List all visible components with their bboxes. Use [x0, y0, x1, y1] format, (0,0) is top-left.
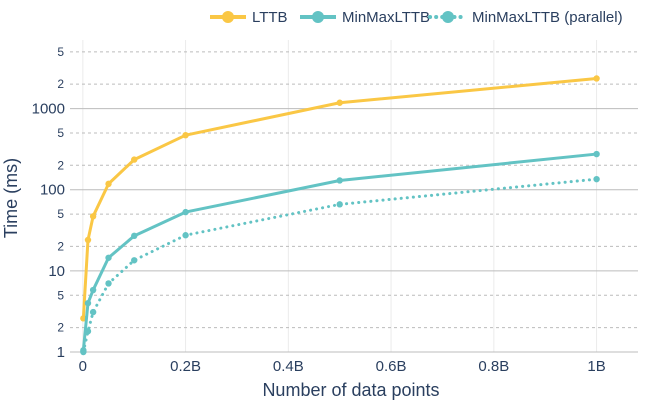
x-tick-label: 1B: [587, 358, 605, 375]
legend-swatch-marker: [222, 11, 234, 23]
grid-layer: [70, 40, 638, 353]
data-point[interactable]: [182, 208, 189, 216]
legend-item[interactable]: MinMaxLTTB: [300, 9, 430, 26]
legend-item[interactable]: LTTB: [210, 9, 288, 26]
y-major-tick-label: 10: [48, 263, 65, 280]
data-point[interactable]: [336, 201, 343, 208]
series-2: [80, 175, 600, 356]
y-axis-title: Time (ms): [1, 158, 21, 238]
data-point[interactable]: [105, 180, 112, 188]
series-line: [81, 177, 599, 354]
data-point[interactable]: [593, 150, 600, 158]
axis-layer: 0 0.2B 0.4B 0.6B 0.8B 1B 1 10 100 1000 2 5 2 5 2 5 2 5: [32, 45, 606, 375]
y-minor-tick-label: 2: [57, 77, 64, 91]
data-point[interactable]: [182, 232, 189, 239]
data-point[interactable]: [131, 156, 138, 163]
data-point[interactable]: [105, 280, 112, 287]
data-point[interactable]: [593, 75, 600, 82]
data-point[interactable]: [89, 213, 97, 220]
legend-label: MinMaxLTTB: [342, 9, 430, 26]
data-point[interactable]: [336, 99, 343, 106]
data-point[interactable]: [105, 254, 112, 261]
y-major-tick-label: 1000: [32, 101, 65, 118]
data-point[interactable]: [84, 299, 92, 307]
data-point[interactable]: [80, 348, 87, 356]
legend-item[interactable]: MinMaxLTTB (parallel): [428, 9, 623, 26]
y-minor-tick-label: 2: [57, 321, 64, 335]
x-tick-label: 0.4B: [273, 358, 304, 375]
legend-swatch-marker: [442, 11, 454, 23]
y-minor-tick-label: 5: [57, 207, 64, 221]
data-point[interactable]: [131, 232, 138, 240]
data-point[interactable]: [593, 175, 600, 183]
y-major-tick-label: 100: [40, 182, 65, 199]
y-minor-tick-label: 2: [57, 158, 64, 172]
x-tick-label: 0: [79, 358, 87, 375]
data-point[interactable]: [89, 308, 97, 316]
y-minor-tick-label: 5: [57, 45, 64, 59]
data-point[interactable]: [89, 286, 97, 294]
data-point[interactable]: [182, 131, 189, 139]
data-point[interactable]: [131, 257, 138, 264]
series-1: [80, 150, 600, 354]
series-layer: [80, 75, 600, 356]
data-point[interactable]: [336, 177, 343, 184]
legend-label: LTTB: [252, 9, 288, 26]
x-tick-label: 0.6B: [376, 358, 407, 375]
x-axis-title: Number of data points: [262, 380, 439, 400]
x-tick-label: 0.2B: [170, 358, 201, 375]
legend-label: MinMaxLTTB (parallel): [472, 9, 623, 26]
y-minor-tick-label: 5: [57, 126, 64, 140]
legend-swatch-marker: [312, 11, 324, 23]
series-0: [80, 75, 600, 322]
data-point[interactable]: [84, 236, 92, 244]
y-major-tick-label: 1: [57, 344, 65, 361]
x-tick-label: 0.8B: [478, 358, 509, 375]
y-minor-tick-label: 2: [57, 239, 64, 253]
y-minor-tick-label: 5: [57, 288, 64, 302]
series-line: [81, 76, 597, 319]
legend[interactable]: LTTB MinMaxLTTB MinMaxLTTB (parallel): [210, 9, 623, 26]
data-point[interactable]: [84, 328, 92, 335]
